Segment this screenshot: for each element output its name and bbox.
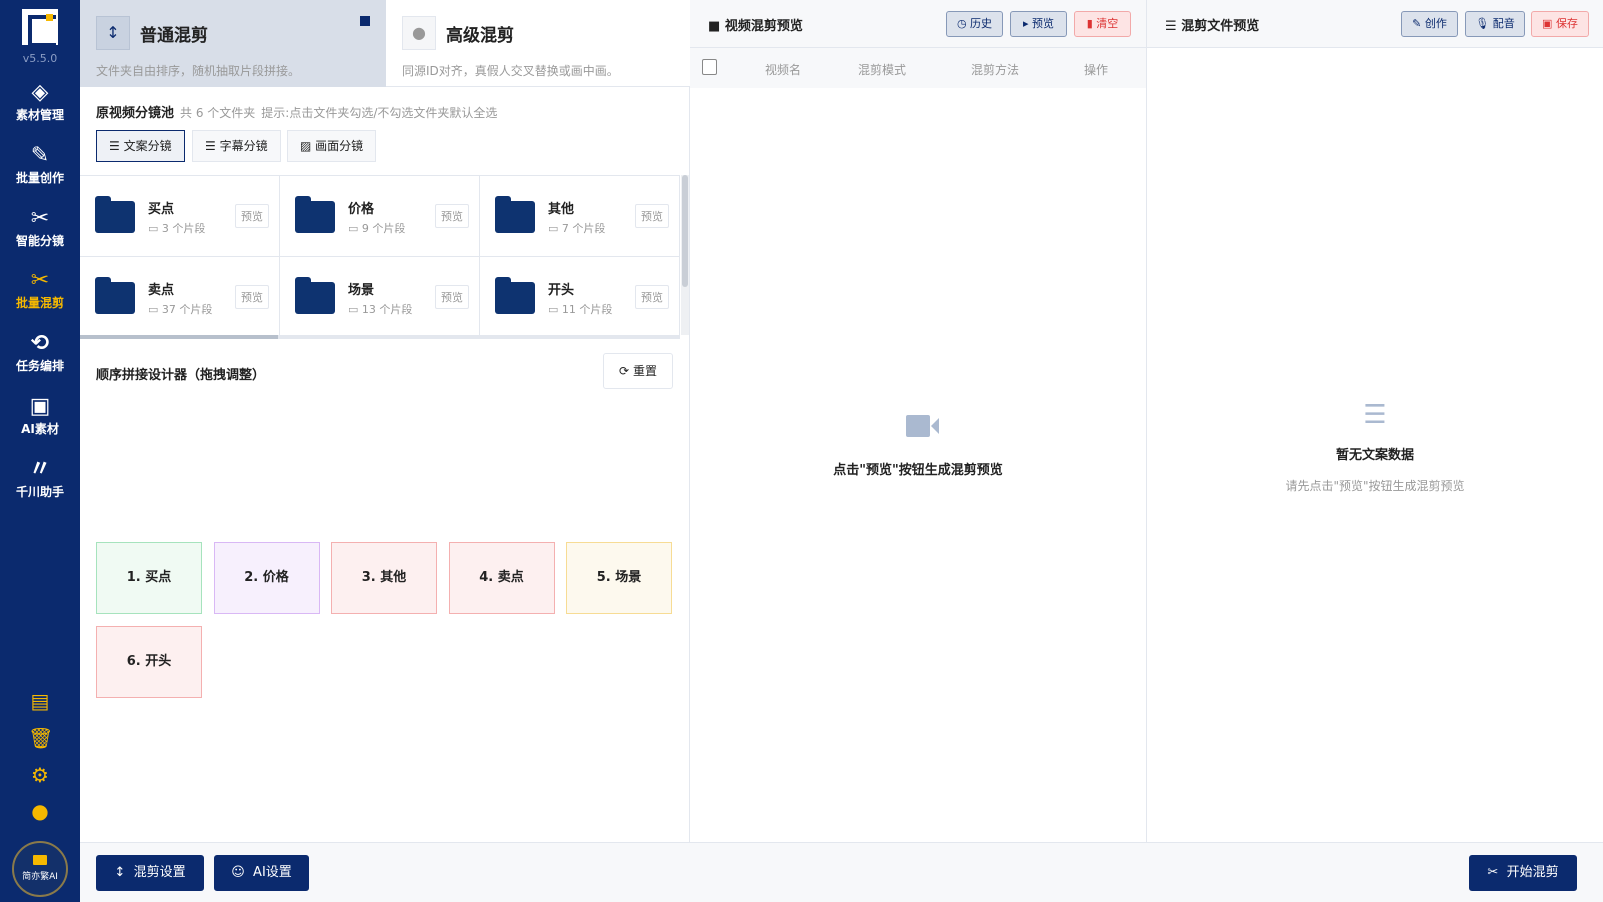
preview-button[interactable]: 预览 [435,285,469,309]
selected-indicator [360,16,370,26]
cycle-icon: ⟲ [30,331,50,356]
pool-header: 原视频分镜池共 6 个文件夹 提示:点击文件夹勾选/不勾选文件夹默认全选 [96,106,498,121]
refresh-icon: ⟳ [619,364,630,378]
select-all-checkbox[interactable] [702,59,717,75]
mix-panel: ↕ 普通混剪 文件夹自由排序，随机抽取片段拼接。 ● 高级混剪 同源ID对齐，真假人… [80,0,690,842]
folder-icon [495,277,535,314]
sidebar-item-tasks[interactable]: ⟲ 任务编排 [0,331,80,374]
scrollbar[interactable] [681,175,689,335]
folder-item[interactable]: 开头 ▭ 11 个片段 预览 [480,257,680,338]
scissors-icon: ✂ [30,268,50,293]
clear-button[interactable]: ▮ 清空 [1074,11,1131,37]
text-icon: ☰ [1165,19,1177,34]
preview-button[interactable]: 预览 [235,204,269,228]
split-icon: ✂ [30,206,50,231]
folder-item[interactable]: 场景 ▭ 13 个片段 预览 [280,257,480,338]
sort-icon: ↕ [96,16,130,50]
brand-badge[interactable]: 简亦繁AI [12,841,68,897]
segment-subtitle[interactable]: ☰ 字幕分镜 [192,130,281,162]
empty-state: ☰ 暂无文案数据 请先点击"预览"按钮生成混剪预览 [1147,400,1603,494]
footer-bar: ↕ 混剪设置 ☺ AI设置 ✂ 开始混剪 [80,842,1603,902]
pencil-icon: ✎ [30,143,50,168]
sort-icon: ↕ [114,865,126,880]
folder-item[interactable]: 买点 ▭ 3 个片段 预览 [80,176,280,257]
video-icon: ▭ [348,222,359,235]
folder-icon [33,855,47,865]
layers-icon: ◈ [31,80,49,105]
sequence-block[interactable]: 2. 价格 [213,542,320,614]
text-icon: ☰ [1363,400,1387,430]
preview-button[interactable]: ▸ 预览 [1010,11,1067,37]
qianchuan-icon: 〃 [28,457,51,482]
video-icon: ▭ [148,222,159,235]
segment-copy[interactable]: ☰ 文案分镜 [96,130,185,162]
sequence-block[interactable]: 3. 其他 [331,542,437,614]
folder-icon [95,196,135,233]
sequence-block[interactable]: 5. 场景 [566,542,672,614]
dub-button[interactable]: 🎙 配音 [1465,11,1525,37]
trash-icon[interactable]: 🗑 [28,726,54,750]
save-button[interactable]: ▣ 保存 [1531,11,1589,37]
sidebar: v5.5.0 ◈ 素材管理 ✎ 批量创作 ✂ 智能分镜 ✂ 批量混剪 ⟲ 任务编排 ▣ AI… [0,0,80,902]
ai-settings-button[interactable]: ☺ AI设置 [214,855,309,891]
preview-button[interactable]: 预览 [235,285,269,309]
gear-icon[interactable]: ⚙ [31,763,49,787]
sequence-title: 顺序拼接设计器（拖拽调整） [96,368,266,383]
reset-button[interactable]: ⟳ 重置 [603,353,673,389]
segment-frame[interactable]: ▨ 画面分镜 [287,130,377,162]
scissors-icon: ✂ [1487,865,1499,880]
sidebar-item-materials[interactable]: ◈ 素材管理 [0,80,80,123]
sidebar-item-batch-mix[interactable]: ✂ 批量混剪 [0,268,80,311]
mode-normal[interactable]: ↕ 普通混剪 文件夹自由排序，随机抽取片段拼接。 [80,0,386,87]
app-logo [22,9,58,47]
user-icon: ● [402,16,436,50]
panel-title: ☰ 混剪文件预览 [1165,19,1260,34]
folder-item[interactable]: 其他 ▭ 7 个片段 预览 [480,176,680,257]
video-icon: ▭ [548,222,559,235]
video-icon [906,415,939,437]
mode-advanced[interactable]: ● 高级混剪 同源ID对齐，真假人交叉替换或画中画。 [386,0,690,87]
folder-item[interactable]: 价格 ▭ 9 个片段 预览 [280,176,480,257]
video-preview-panel: ■ 视频混剪预览 ◷ 历史 ▸ 预览 ▮ 清空 视频名 混剪模式 混剪方法 操作 点击… [690,0,1147,842]
list-icon[interactable]: ▤ [30,689,50,713]
mix-settings-button[interactable]: ↕ 混剪设置 [96,855,204,891]
sidebar-item-ai-materials[interactable]: ▣ AI素材 [0,394,80,437]
folder-icon [95,277,135,314]
empty-state: 点击"预览"按钮生成混剪预览 [690,415,1146,478]
image-icon: ▣ [29,394,51,419]
user-icon[interactable]: ● [31,799,49,823]
preview-button[interactable]: 预览 [635,204,669,228]
version: v5.5.0 [22,52,58,65]
preview-button[interactable]: 预览 [635,285,669,309]
folder-icon [495,196,535,233]
sequence-block[interactable]: 6. 开头 [96,626,202,698]
sequence-block[interactable]: 1. 买点 [96,542,202,614]
video-icon: ▭ [548,303,559,316]
start-mix-button[interactable]: ✂ 开始混剪 [1469,855,1577,891]
preview-button[interactable]: 预览 [435,204,469,228]
create-button[interactable]: ✎ 创作 [1401,11,1458,37]
video-icon: ■ [708,19,721,34]
panel-title: ■ 视频混剪预览 [708,19,803,34]
history-button[interactable]: ◷ 历史 [946,11,1003,37]
folder-item[interactable]: 卖点 ▭ 37 个片段 预览 [80,257,280,338]
folder-grid: 买点 ▭ 3 个片段 预览 价格 ▭ 9 个片段 预览 其他 ▭ 7 个片段 预览卖点 ▭ 37 … [80,175,680,338]
folder-icon [295,277,335,314]
sidebar-item-qianchuan[interactable]: 〃千川助手 [0,457,80,500]
sidebar-item-smart-split[interactable]: ✂ 智能分镜 [0,206,80,249]
file-preview-panel: ☰ 混剪文件预览 ✎ 创作 🎙 配音 ▣ 保存 ☰ 暂无文案数据 请先点击"预览… [1147,0,1603,842]
video-icon: ▭ [348,303,359,316]
table-header: 视频名 混剪模式 混剪方法 操作 [690,48,1146,88]
robot-icon: ☺ [231,865,245,880]
sequence-block[interactable]: 4. 卖点 [448,542,555,614]
folder-icon [295,196,335,233]
video-icon: ▭ [148,303,159,316]
horizontal-scrollbar[interactable] [80,335,680,339]
sidebar-item-batch-create[interactable]: ✎ 批量创作 [0,143,80,186]
